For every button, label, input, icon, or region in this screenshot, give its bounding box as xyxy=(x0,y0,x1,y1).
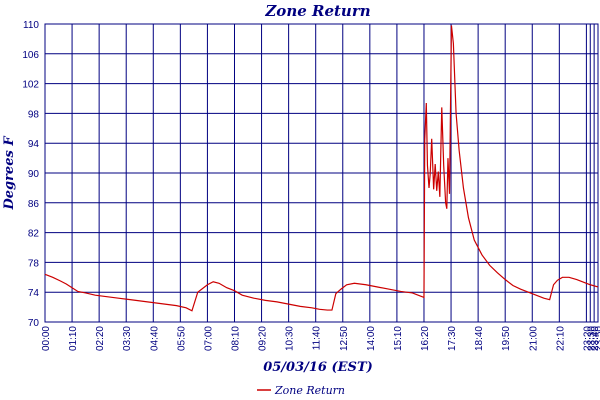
x-tick-label: 21:00 xyxy=(528,326,539,351)
legend: Zone Return xyxy=(257,384,345,397)
x-tick-label: 23:40 xyxy=(590,326,600,351)
x-tick-label: 23:30 xyxy=(586,326,597,351)
series-line-zone-return xyxy=(44,25,599,312)
x-tick-label: 00:00 xyxy=(41,326,52,351)
x-tick-label: 22:10 xyxy=(555,326,566,351)
y-tick-label: 90 xyxy=(28,169,40,180)
x-axis-label: 05/03/16 (EST) xyxy=(263,360,373,375)
x-tick-label: 17:30 xyxy=(447,326,458,351)
y-tick-label: 102 xyxy=(22,80,39,91)
y-tick-label: 110 xyxy=(23,20,39,31)
y-tick-label: 70 xyxy=(28,318,40,329)
y-tick-label: 94 xyxy=(28,139,40,150)
x-tick-label: 09:20 xyxy=(258,326,269,351)
x-tick-label: 16:20 xyxy=(420,326,431,351)
x-tick-label: 05:50 xyxy=(176,326,187,351)
x-tick-label: 01:10 xyxy=(68,326,79,351)
legend-label: Zone Return xyxy=(274,384,345,397)
y-tick-label: 78 xyxy=(28,258,40,269)
x-tick-label: 02:20 xyxy=(95,326,106,351)
y-tick-label: 98 xyxy=(28,109,40,120)
chart-title: Zone Return xyxy=(264,2,370,20)
plot-area-border xyxy=(44,23,599,323)
x-tick-label: 11:40 xyxy=(312,326,323,351)
chart-grid xyxy=(44,23,599,323)
x-tick-label: 23:20 xyxy=(582,326,593,351)
x-tick-label: 07:00 xyxy=(203,326,214,351)
x-tick-label: 08:10 xyxy=(230,326,241,351)
x-tick-label: 10:30 xyxy=(285,326,296,351)
y-tick-label: 74 xyxy=(28,288,40,299)
y-tick-label: 106 xyxy=(22,50,39,61)
x-tick-label: 12:50 xyxy=(339,326,350,351)
x-tick-label: 03:30 xyxy=(122,326,133,351)
y-tick-label: 86 xyxy=(28,199,40,210)
x-tick-label: 04:40 xyxy=(149,326,160,351)
y-tick-label: 82 xyxy=(28,229,40,240)
x-tick-label: 19:50 xyxy=(501,326,512,351)
y-axis-ticks: 70 74 78 82 86 90 94 98 102 106 110 xyxy=(22,20,39,329)
x-tick-label: 15:10 xyxy=(393,326,404,351)
x-tick-label: 23:50 xyxy=(594,326,600,351)
x-tick-label: 18:40 xyxy=(474,326,485,351)
x-tick-label: 14:00 xyxy=(366,326,377,351)
series-group xyxy=(44,25,599,312)
x-axis-ticks: 00:00 01:10 02:20 03:30 04:40 05:50 07:00 08:10… xyxy=(41,326,600,351)
y-axis-label: Degrees F xyxy=(2,136,17,211)
